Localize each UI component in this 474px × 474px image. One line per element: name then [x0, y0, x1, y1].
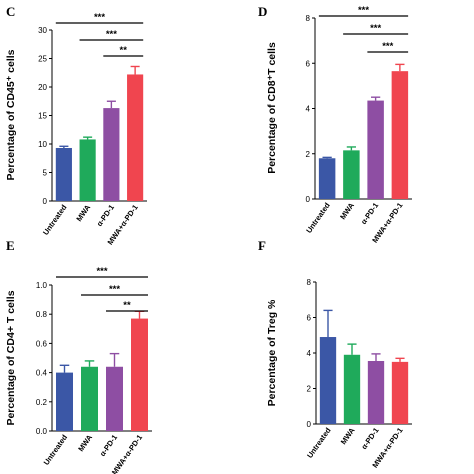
category-label: MWA [76, 433, 94, 454]
category-label: MWA [339, 426, 357, 447]
bar-0 [56, 372, 73, 431]
bar-3 [391, 361, 409, 424]
panel-letter: F [258, 238, 266, 253]
y-tick-label: 2 [307, 385, 312, 394]
bar-1 [343, 354, 361, 424]
significance-label: *** [94, 12, 105, 23]
y-axis-label: Percentage of CD4+ T cells [5, 290, 17, 425]
panel-d: D Percentage of CD8⁺T cells 0 2 4 6 8 Untreated… [258, 4, 412, 245]
bar-2 [367, 360, 385, 424]
bar-3 [391, 71, 409, 199]
category-label: Untreated [305, 426, 333, 460]
y-tick-label: 0 [306, 195, 311, 204]
panel-f: F Percentage of Treg % 0 2 4 6 8 Untreated MWA α-… [258, 238, 412, 470]
y-axis-label: Percentage of CD8⁺T cells [266, 42, 278, 174]
bar-1 [81, 366, 98, 431]
y-tick-label: 0.0 [36, 427, 48, 436]
bar-3 [131, 318, 148, 431]
significance-label: *** [106, 29, 117, 40]
significance-label: ** [123, 300, 131, 311]
bar-2 [367, 100, 384, 199]
bar-1 [343, 150, 360, 199]
bar-2 [106, 366, 123, 431]
y-tick-label: 0.2 [36, 398, 48, 407]
bar-0 [55, 147, 72, 201]
significance-label: *** [382, 41, 393, 52]
y-tick-label: 2 [306, 150, 311, 159]
y-tick-label: 6 [307, 314, 312, 323]
bar-0 [319, 337, 337, 424]
y-tick-label: 25 [38, 55, 47, 64]
y-tick-label: 10 [38, 140, 47, 149]
category-label: Untreated [42, 433, 70, 467]
category-label: α-PD-1 [359, 426, 380, 451]
bar-2 [103, 108, 120, 201]
y-tick-label: 5 [43, 169, 48, 178]
bar-3 [127, 74, 144, 201]
panel-letter: D [258, 4, 267, 19]
y-tick-label: 0.8 [36, 310, 48, 319]
category-label: MWA [338, 201, 356, 222]
y-tick-label: 0.6 [36, 339, 48, 348]
y-tick-label: 0 [43, 197, 48, 206]
category-label: Untreated [41, 203, 69, 237]
significance-label: *** [370, 23, 381, 34]
bar-0 [318, 158, 336, 199]
y-tick-label: 6 [306, 59, 311, 68]
bar-1 [79, 139, 96, 201]
significance-label: *** [109, 284, 120, 295]
y-tick-label: 8 [306, 14, 311, 23]
y-axis-label: Percentage of CD45⁺ cells [5, 49, 17, 180]
y-tick-label: 4 [307, 349, 312, 358]
significance-label: ** [120, 45, 128, 56]
y-tick-label: 0 [307, 420, 312, 429]
y-tick-label: 1.0 [36, 281, 48, 290]
y-tick-label: 8 [307, 278, 312, 287]
panel-letter: C [6, 4, 15, 19]
y-tick-label: 15 [38, 112, 47, 121]
category-label: α-PD-1 [359, 201, 380, 226]
category-label: α-PD-1 [98, 433, 119, 458]
significance-label: *** [96, 266, 107, 277]
category-label: Untreated [304, 201, 332, 235]
panel-e: E Percentage of CD4+ T cells 0.0 0.2 0.4 0.6 0… [5, 238, 152, 474]
y-tick-label: 20 [38, 83, 47, 92]
y-tick-label: 30 [38, 26, 47, 35]
y-tick-label: 4 [306, 105, 311, 114]
panel-letter: E [6, 238, 15, 253]
y-axis-label: Percentage of Treg % [266, 299, 278, 406]
significance-label: *** [358, 5, 369, 16]
y-tick-label: 0.4 [36, 369, 48, 378]
category-label: MWA [74, 203, 92, 224]
panel-c: C Percentage of CD45⁺ cells 0 5 10 15 20 25 30 Un… [5, 4, 147, 247]
category-label: α-PD-1 [95, 203, 116, 228]
